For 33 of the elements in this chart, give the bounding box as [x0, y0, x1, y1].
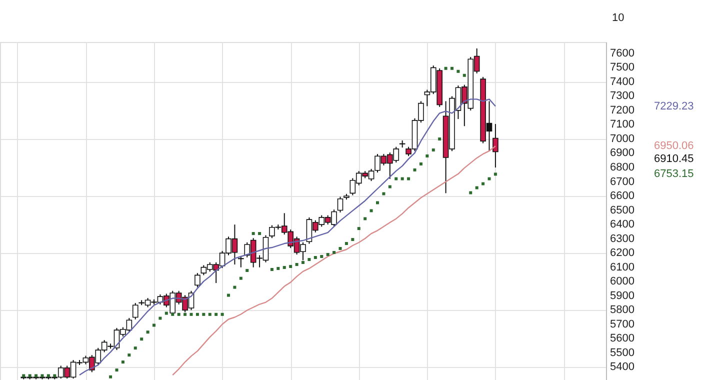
- candlestick: [132, 302, 138, 320]
- y-tick-label: 6200: [610, 247, 634, 260]
- y-tick-label: 7300: [610, 90, 634, 102]
- candlestick: [238, 255, 244, 268]
- y-tick-label: 6100: [610, 261, 634, 274]
- text: 6753.15: [654, 168, 694, 180]
- y-tick-label: 7500: [610, 62, 634, 74]
- y-tick-label: 7600: [610, 47, 634, 60]
- y-tick-label: 5700: [610, 318, 634, 330]
- text: 6950.06: [654, 140, 694, 152]
- y-tick-label: 7200: [610, 104, 634, 116]
- y-tick-label: 6600: [610, 190, 634, 202]
- y-tick-label: 5500: [610, 346, 634, 359]
- candlestick: [492, 124, 498, 168]
- y-tick-label: 6000: [610, 276, 634, 288]
- y-tick-label: 5400: [610, 361, 634, 374]
- y-tick-label: 5800: [610, 304, 634, 316]
- y-tick-label: 7000: [610, 132, 634, 145]
- y-tick-label: 6300: [610, 232, 634, 245]
- y-tick-label: 7400: [610, 76, 634, 88]
- text: 6910.45: [654, 153, 694, 166]
- text: 10: [612, 12, 624, 24]
- candlestick: [337, 196, 344, 213]
- text: 7229.23: [654, 100, 694, 112]
- y-tick-label: 6800: [610, 162, 634, 174]
- y-tick-label: 6400: [610, 218, 634, 231]
- y-tick-label: 5900: [610, 290, 634, 302]
- y-tick-label: 7100: [610, 118, 634, 131]
- y-tick-label: 6500: [610, 204, 634, 216]
- y-tick-label: 6700: [610, 176, 634, 188]
- candlestick: [194, 272, 200, 288]
- y-tick-label: 5600: [610, 332, 634, 345]
- y-tick-label: 6900: [610, 147, 634, 160]
